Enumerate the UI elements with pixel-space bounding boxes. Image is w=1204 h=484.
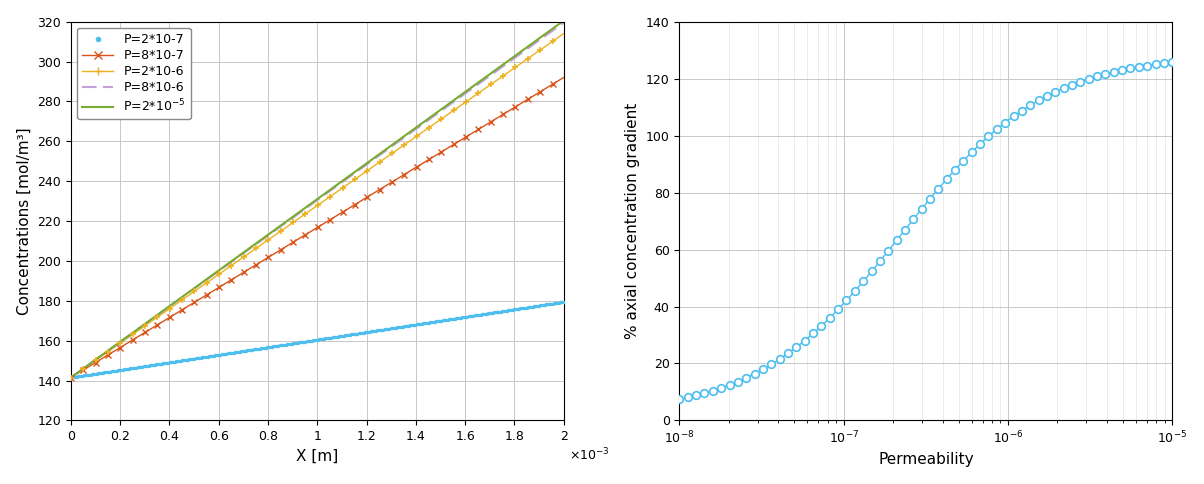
Legend: P=2*10-7, P=8*10-7, P=2*10-6, P=8*10-6, P=2*10$^{-5}$: P=2*10-7, P=8*10-7, P=2*10-6, P=8*10-6, … (77, 28, 190, 119)
Y-axis label: % axial concentration gradient: % axial concentration gradient (625, 103, 641, 339)
X-axis label: Permeability: Permeability (878, 453, 974, 468)
Text: $\times 10^{-3}$: $\times 10^{-3}$ (568, 446, 609, 463)
Y-axis label: Concentrations [mol/m³]: Concentrations [mol/m³] (17, 127, 31, 315)
X-axis label: X [m]: X [m] (296, 449, 338, 464)
